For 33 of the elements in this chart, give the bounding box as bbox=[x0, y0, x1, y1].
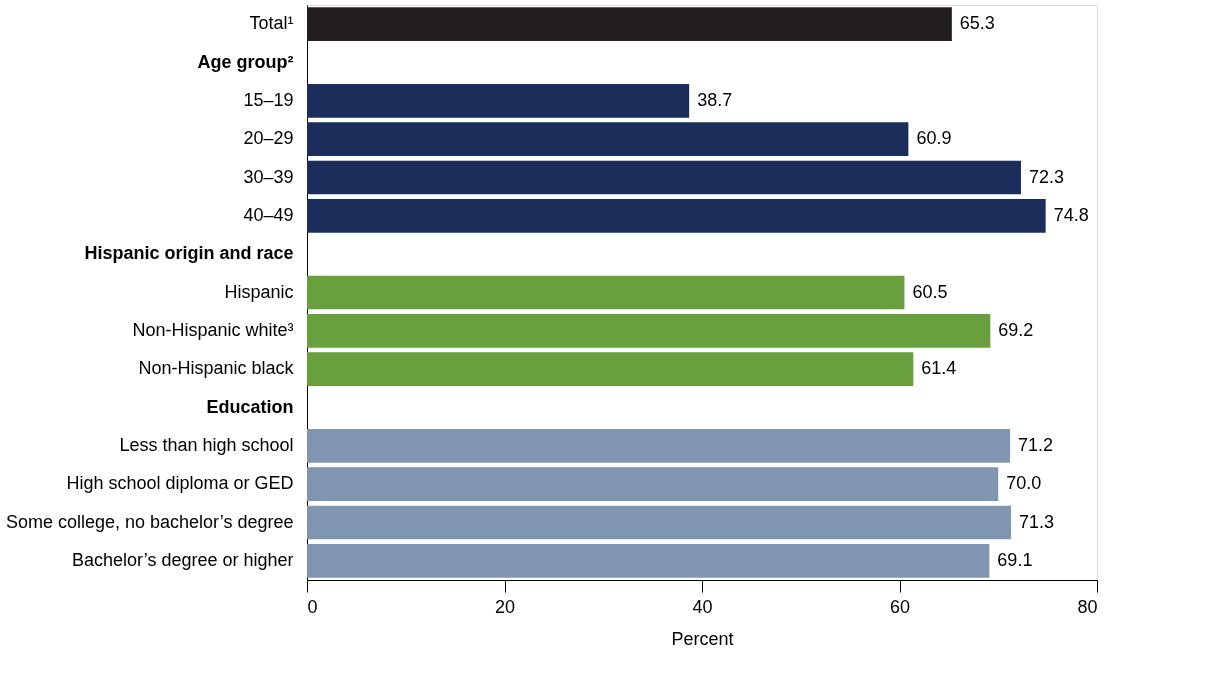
data-label: 71.2 bbox=[1018, 434, 1054, 455]
y-tick-label: Hispanic origin and race bbox=[84, 243, 294, 264]
y-tick-label: Hispanic bbox=[224, 281, 294, 302]
data-label: 65.3 bbox=[959, 13, 995, 34]
x-tick-label: 20 bbox=[494, 596, 516, 617]
x-tick-label: 0 bbox=[307, 596, 318, 617]
y-tick-label: Education bbox=[206, 396, 294, 417]
data-label: 72.3 bbox=[1028, 166, 1065, 187]
x-tick-label: 40 bbox=[692, 596, 713, 617]
data-label: 69.1 bbox=[997, 549, 1033, 570]
x-tick-label: 80 bbox=[1077, 596, 1098, 617]
data-label: 71.3 bbox=[1019, 511, 1055, 532]
data-label: 60.9 bbox=[916, 128, 952, 149]
data-label: 61.4 bbox=[921, 358, 957, 379]
data-label: 74.8 bbox=[1053, 204, 1089, 225]
x-tick-label: 60 bbox=[889, 596, 911, 617]
data-label: 60.5 bbox=[912, 281, 948, 302]
y-tick-label: Less than high school bbox=[119, 434, 294, 455]
y-tick-label: Some college, no bachelor’s degree bbox=[5, 511, 294, 532]
y-tick-label: Age group² bbox=[197, 51, 294, 72]
y-tick-label: Total¹ bbox=[249, 13, 294, 34]
y-tick-label: Non-Hispanic black bbox=[138, 358, 295, 379]
y-tick-label: 20–29 bbox=[243, 128, 294, 149]
y-tick-label: High school diploma or GED bbox=[66, 473, 294, 494]
y-tick-label: 30–39 bbox=[243, 166, 294, 187]
x-axis-title: Percent bbox=[671, 628, 734, 649]
y-tick-label: 40–49 bbox=[243, 204, 294, 225]
data-label: 69.2 bbox=[998, 319, 1034, 340]
y-tick-label: 15–19 bbox=[243, 89, 294, 110]
data-label: 70.0 bbox=[1006, 473, 1042, 494]
y-tick-label: Non-Hispanic white³ bbox=[132, 319, 294, 340]
data-label: 38.7 bbox=[697, 89, 733, 110]
y-tick-label: Bachelor’s degree or higher bbox=[72, 549, 294, 570]
